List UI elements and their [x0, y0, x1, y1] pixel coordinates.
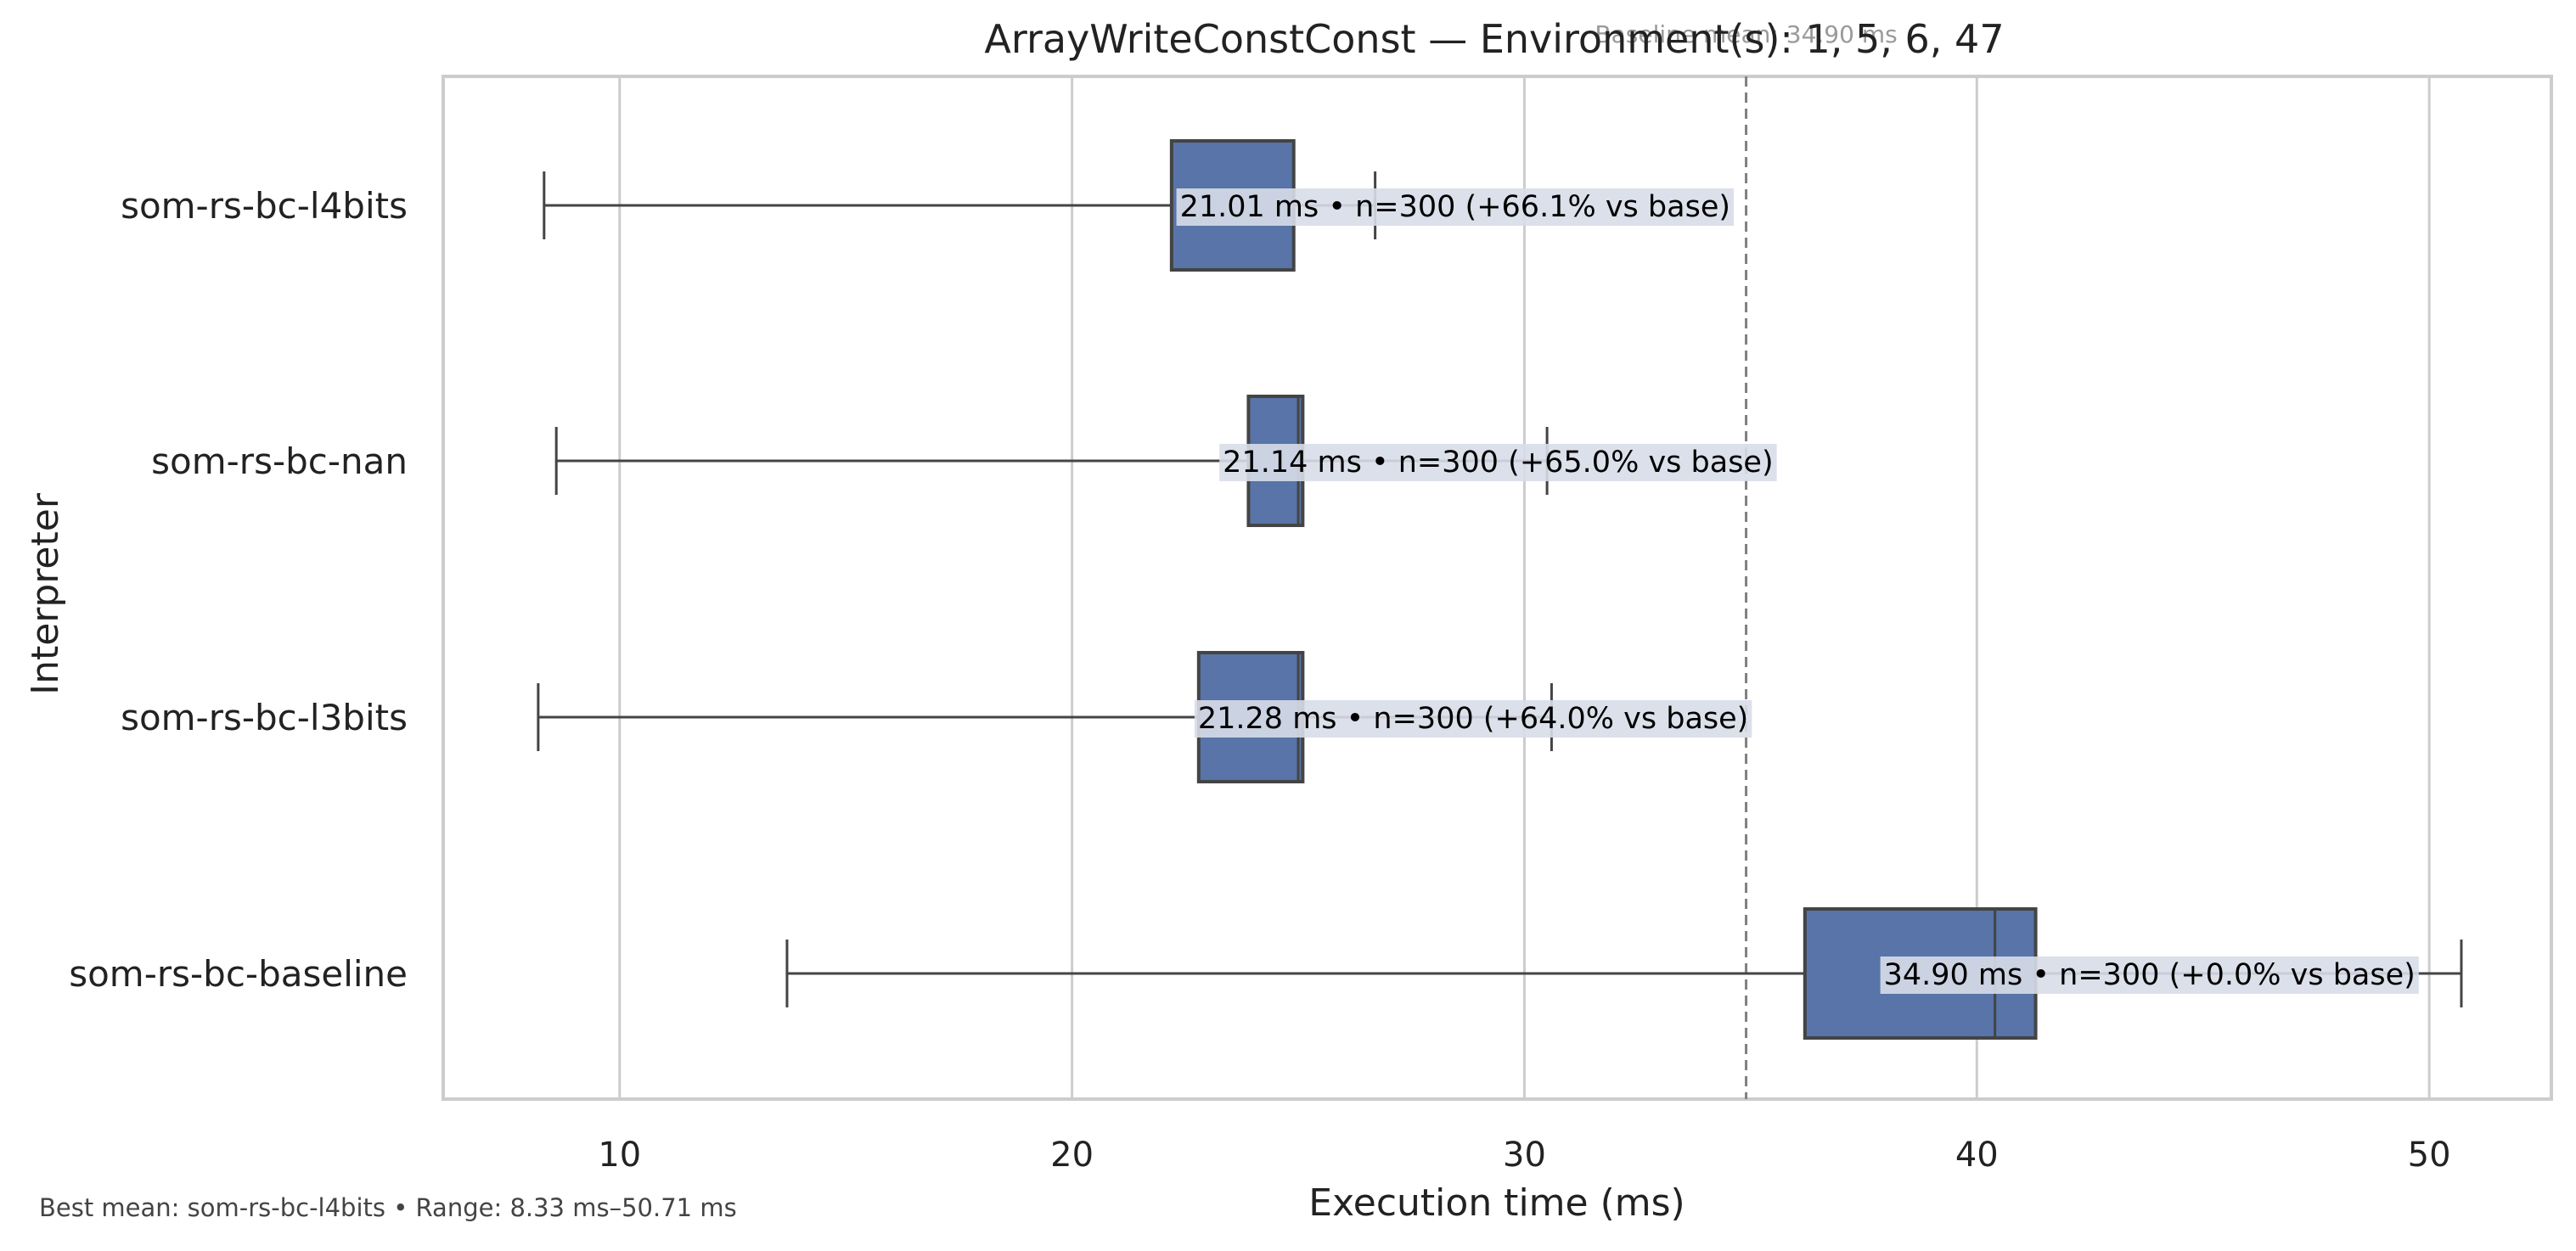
- box-annotation: 21.28 ms • n=300 (+64.0% vs base): [1198, 702, 1748, 736]
- footer-summary: Best mean: som-rs-bc-l4bits • Range: 8.3…: [39, 1193, 737, 1222]
- x-tick-label: 40: [1955, 1136, 1999, 1175]
- box-annotation: 34.90 ms • n=300 (+0.0% vs base): [1884, 958, 2416, 992]
- box-som-rs-bc-l3bits: 21.28 ms • n=300 (+64.0% vs base): [537, 651, 1752, 783]
- boxes-layer: 21.01 ms • n=300 (+66.1% vs base) 21.14 m…: [537, 139, 2463, 1040]
- y-tick-label: som-rs-bc-nan: [151, 440, 408, 482]
- chart-title: ArrayWriteConstConst — Environment(s): 1…: [984, 16, 2004, 62]
- x-axis-label: Execution time (ms): [1308, 1181, 1685, 1225]
- y-tick-labels: som-rs-bc-l4bits som-rs-bc-nan som-rs-bc-l…: [69, 185, 408, 995]
- y-tick-label: som-rs-bc-l4bits: [121, 185, 408, 227]
- box-annotation: 21.14 ms • n=300 (+65.0% vs base): [1223, 446, 1773, 480]
- y-axis-label: Interpreter: [24, 492, 67, 695]
- x-tick-label: 50: [2408, 1136, 2451, 1175]
- annotation-background: [1219, 444, 1777, 481]
- x-tick-label: 10: [598, 1136, 641, 1175]
- baseline-layer: Baseline mean: 34.90 ms: [1595, 20, 1898, 1099]
- box-som-rs-bc-baseline: 34.90 ms • n=300 (+0.0% vs base): [785, 907, 2463, 1040]
- box-annotation: 21.01 ms • n=300 (+66.1% vs base): [1180, 190, 1730, 224]
- baseline-mean-label: Baseline mean: 34.90 ms: [1595, 20, 1897, 48]
- annotation-background: [1176, 188, 1735, 226]
- x-tick-label: 20: [1050, 1136, 1094, 1175]
- x-tick-labels: 10 20 30 40 50: [598, 1136, 2450, 1175]
- x-tick-label: 30: [1503, 1136, 1546, 1175]
- box-som-rs-bc-l4bits: 21.01 ms • n=300 (+66.1% vs base): [543, 139, 1735, 272]
- plot-area-frame: [442, 75, 2553, 1101]
- annotation-background: [1194, 700, 1752, 738]
- y-tick-label: som-rs-bc-baseline: [69, 953, 408, 995]
- y-tick-label: som-rs-bc-l3bits: [121, 697, 408, 738]
- annotation-background: [1880, 956, 2419, 994]
- box-som-rs-bc-nan: 21.14 ms • n=300 (+65.0% vs base): [554, 395, 1777, 527]
